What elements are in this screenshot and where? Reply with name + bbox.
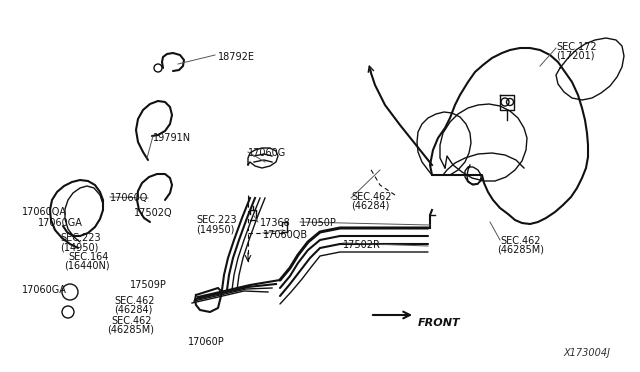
Text: (14950): (14950) xyxy=(60,242,99,252)
Text: (46285M): (46285M) xyxy=(497,245,544,255)
Text: 17060GA: 17060GA xyxy=(22,285,67,295)
Text: 17502Q: 17502Q xyxy=(134,208,173,218)
Text: SEC.223: SEC.223 xyxy=(60,233,100,243)
Text: 17060Q: 17060Q xyxy=(110,193,148,203)
Text: SEC.462: SEC.462 xyxy=(500,236,541,246)
Text: 17368: 17368 xyxy=(260,218,291,228)
Text: SEC.164: SEC.164 xyxy=(68,252,108,262)
Text: FRONT: FRONT xyxy=(418,318,461,328)
Text: 17060G: 17060G xyxy=(248,148,286,158)
Text: SEC.223: SEC.223 xyxy=(196,215,237,225)
Text: (16440N): (16440N) xyxy=(64,261,109,271)
Text: 17050P: 17050P xyxy=(300,218,337,228)
Text: X173004J: X173004J xyxy=(563,348,610,358)
Text: (46285M): (46285M) xyxy=(107,325,154,335)
Text: SEC.172: SEC.172 xyxy=(556,42,596,52)
Text: (14950): (14950) xyxy=(196,224,234,234)
Text: 18792E: 18792E xyxy=(218,52,255,62)
Text: 17060GA: 17060GA xyxy=(38,218,83,228)
Text: 17060P: 17060P xyxy=(188,337,225,347)
Text: 17060QB: 17060QB xyxy=(263,230,308,240)
Text: SEC.462: SEC.462 xyxy=(111,316,152,326)
Text: 17509P: 17509P xyxy=(130,280,167,290)
Text: SEC.462: SEC.462 xyxy=(114,296,154,306)
Text: SEC.462: SEC.462 xyxy=(351,192,392,202)
Text: 19791N: 19791N xyxy=(153,133,191,143)
Text: 17502R: 17502R xyxy=(343,240,381,250)
Text: (46284): (46284) xyxy=(114,305,152,315)
Text: (17201): (17201) xyxy=(556,51,595,61)
Text: 17060QA: 17060QA xyxy=(22,207,67,217)
Text: (46284): (46284) xyxy=(351,201,389,211)
